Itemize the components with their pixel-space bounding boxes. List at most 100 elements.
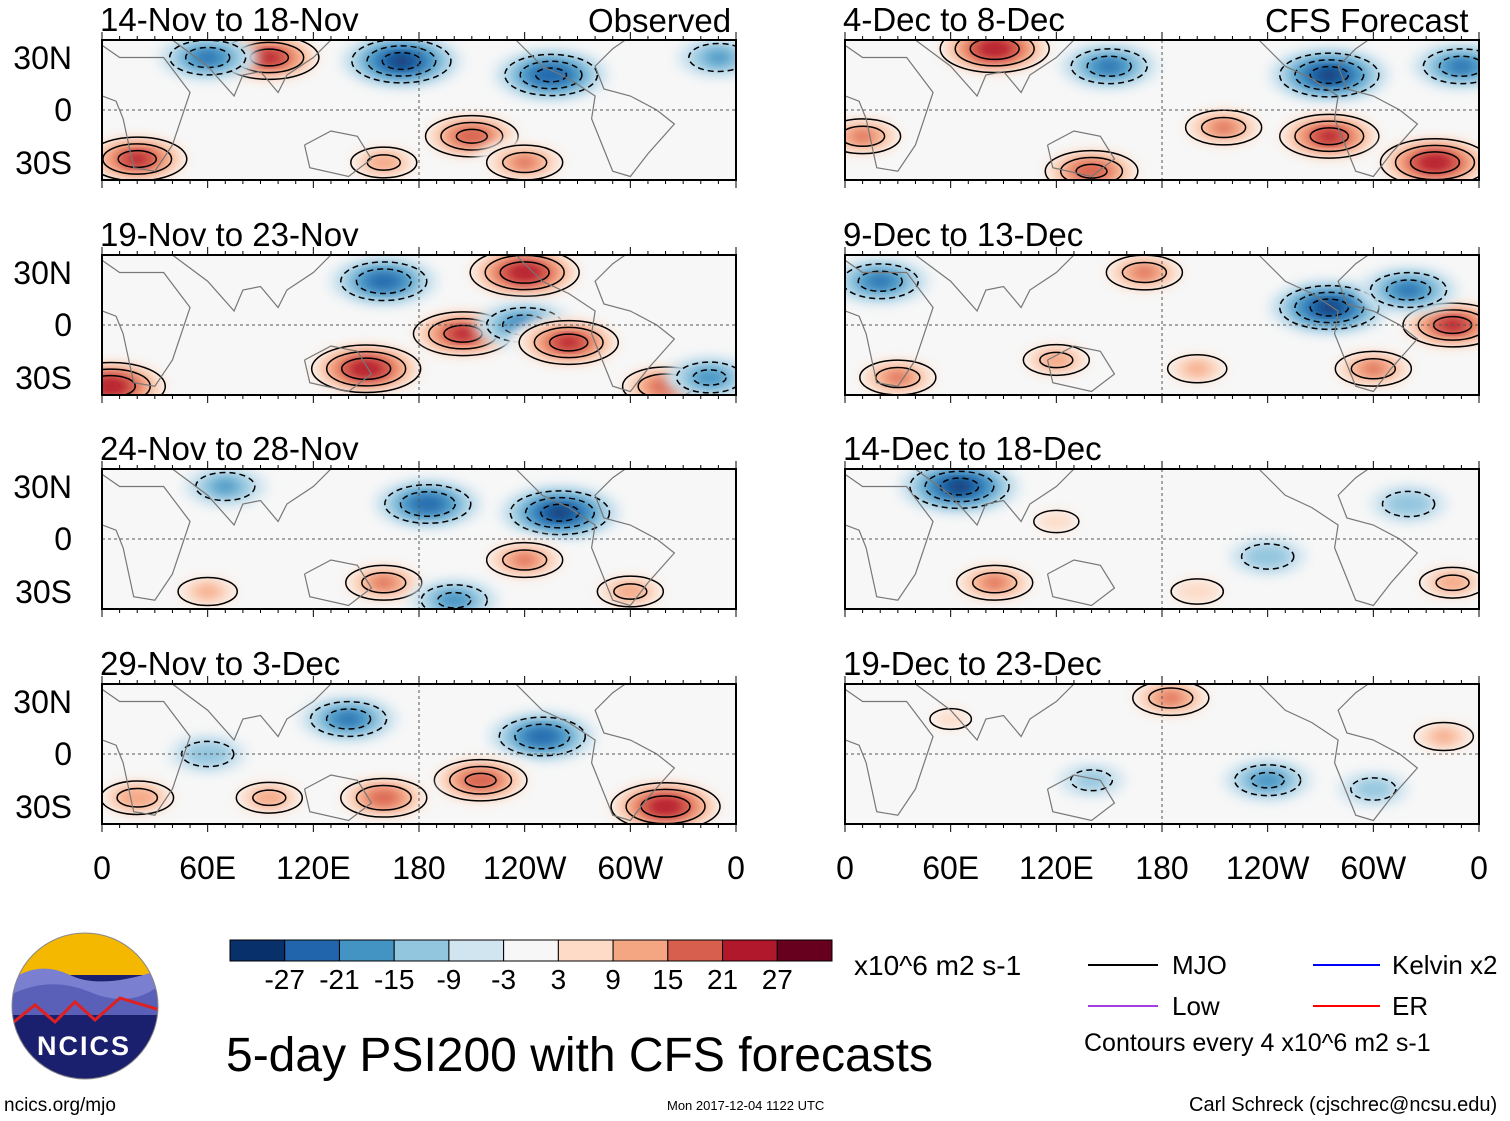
contour-line xyxy=(939,40,1050,74)
contour-line xyxy=(1422,48,1479,85)
coastlines xyxy=(102,40,676,178)
colorbar-units: x10^6 m2 s-1 xyxy=(854,950,1022,981)
anomaly-blob xyxy=(257,51,282,64)
anomaly-blob xyxy=(691,369,728,386)
lat-label: 0 xyxy=(54,307,72,343)
timestamp: Mon 2017-12-04 1122 UTC xyxy=(667,1098,825,1113)
contour-line xyxy=(350,146,418,179)
contour-line xyxy=(1438,55,1479,78)
anomaly-blob xyxy=(1073,771,1110,790)
contour-line xyxy=(1039,351,1074,369)
contour-line xyxy=(1121,261,1168,284)
lat-label: 30N xyxy=(13,683,72,720)
anomaly-field xyxy=(102,255,736,395)
anomaly-blob xyxy=(612,583,649,600)
legend-low: Low xyxy=(1172,991,1220,1021)
contour-line xyxy=(102,361,167,395)
coastline xyxy=(303,774,373,822)
anomaly-field xyxy=(102,469,676,609)
contour-line xyxy=(366,45,437,77)
contour-line xyxy=(433,758,528,802)
contour-line xyxy=(235,781,304,814)
contour-line xyxy=(1278,113,1380,159)
contour-line xyxy=(184,46,231,69)
anomaly-blob xyxy=(373,577,395,588)
map-panel xyxy=(844,247,1480,403)
legend-er: ER xyxy=(1392,991,1429,1021)
coastline xyxy=(172,684,332,742)
lat-label: 30S xyxy=(15,144,72,181)
anomaly-blob xyxy=(1183,362,1211,376)
map-panel xyxy=(844,32,1480,188)
panel-title: 19-Nov to 23-Nov xyxy=(100,216,359,253)
coastline xyxy=(515,40,676,178)
contour-line xyxy=(1350,777,1397,801)
contour-line xyxy=(524,496,595,529)
anomaly-blob xyxy=(514,157,536,168)
anomaly-blob xyxy=(887,372,909,383)
anomaly-blob xyxy=(933,710,969,728)
contour-line xyxy=(340,357,392,381)
anomaly-field xyxy=(845,684,1479,822)
coastlines xyxy=(845,469,1419,607)
contour-line xyxy=(845,118,902,155)
lat-label: 30S xyxy=(15,359,72,396)
contour-line xyxy=(102,374,136,395)
contour-line xyxy=(325,708,372,730)
contour-line xyxy=(540,503,580,522)
lat-label: 0 xyxy=(54,92,72,128)
map-panel xyxy=(101,676,737,832)
contour-line xyxy=(1369,271,1448,309)
contour-line xyxy=(1170,578,1225,605)
anomaly-blob xyxy=(1434,574,1471,592)
anomaly-blob xyxy=(1160,693,1182,703)
contour-line xyxy=(845,263,919,300)
anomaly-blob xyxy=(115,787,159,808)
coastlines xyxy=(102,684,676,822)
coastline xyxy=(1046,559,1116,607)
coastline xyxy=(303,345,373,393)
anomaly-blob xyxy=(1317,301,1342,314)
left-header: Observed xyxy=(588,2,732,39)
contour-line xyxy=(309,700,388,738)
contour-line xyxy=(1385,279,1432,301)
anomaly-blob xyxy=(389,55,414,67)
contour-line xyxy=(1033,509,1080,534)
coastline xyxy=(915,684,1075,742)
lon-label: 0 xyxy=(1470,850,1488,886)
contour-line xyxy=(1309,298,1350,317)
lon-label: 180 xyxy=(1135,850,1189,886)
contour-line xyxy=(909,469,1010,510)
coastline xyxy=(845,44,934,172)
anomaly-blob xyxy=(852,131,874,142)
contour-line xyxy=(1294,120,1365,153)
colorbar-bin xyxy=(776,939,833,962)
contour-line xyxy=(504,53,599,97)
contour-line xyxy=(440,121,504,151)
anomaly-blob xyxy=(514,555,536,565)
contour-line xyxy=(1381,490,1436,518)
contour-line xyxy=(501,151,548,174)
contour-line xyxy=(1309,65,1350,85)
anomaly-blob xyxy=(337,714,360,724)
map-panel xyxy=(101,247,737,403)
contour-line xyxy=(610,782,721,824)
contour-line xyxy=(310,344,422,394)
anomaly-field xyxy=(845,255,1479,395)
url-link[interactable]: ncics.org/mjo xyxy=(4,1095,116,1116)
contour-line xyxy=(117,149,158,169)
anomaly-field xyxy=(102,40,736,180)
anomaly-blob xyxy=(1450,61,1472,72)
coastlines xyxy=(845,40,1419,178)
lon-label: 120W xyxy=(482,850,567,886)
contour-line xyxy=(485,541,564,579)
coastline xyxy=(102,259,191,387)
anomaly-blob xyxy=(647,798,684,815)
contour-line xyxy=(399,490,456,518)
anomaly-blob xyxy=(450,328,476,340)
contour-line xyxy=(469,255,580,297)
coastline xyxy=(172,40,332,98)
anomaly-field xyxy=(845,40,1479,180)
